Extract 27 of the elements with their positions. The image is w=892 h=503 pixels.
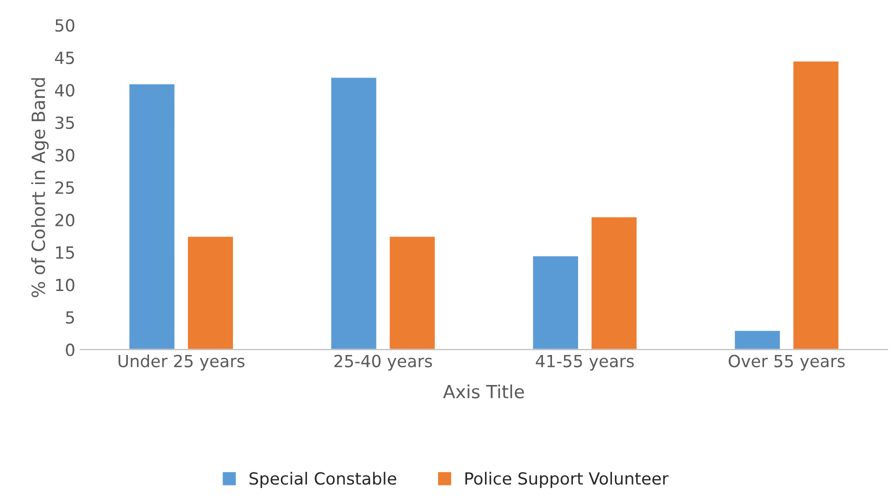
y-tick-label: 35 — [55, 116, 74, 130]
x-tick-label: 41-55 years — [536, 354, 634, 371]
bar — [186, 235, 234, 350]
y-tick-label: 25 — [55, 181, 74, 194]
bar — [388, 235, 436, 350]
bar — [128, 82, 176, 350]
bar — [733, 329, 782, 350]
y-tick-label: 5 — [66, 311, 74, 324]
y-tick-label: 45 — [55, 52, 74, 64]
bar — [792, 60, 840, 350]
y-tick-label: 50 — [55, 19, 74, 32]
y-tick-label: 30 — [55, 148, 74, 162]
y-tick-label: 15 — [56, 246, 74, 259]
bar — [590, 216, 638, 350]
x-axis-title: Axis Title — [443, 384, 524, 398]
bar — [330, 76, 378, 350]
legend-label: Special Constable — [250, 472, 396, 488]
legend-label: Police Support Volunteer — [465, 472, 669, 488]
y-tick-label: 0 — [66, 344, 74, 356]
y-tick-label: 20 — [55, 214, 74, 226]
y-tick-label: 40 — [55, 84, 74, 97]
bar — [532, 254, 580, 350]
x-tick-label: Over 55 years — [728, 354, 845, 371]
x-tick-label: 25-40 years — [334, 354, 432, 371]
x-tick-label: Under 25 years — [118, 354, 244, 371]
y-tick-label: 10 — [56, 278, 74, 292]
y-axis-title: % of Cohort in Age Band — [31, 78, 49, 298]
